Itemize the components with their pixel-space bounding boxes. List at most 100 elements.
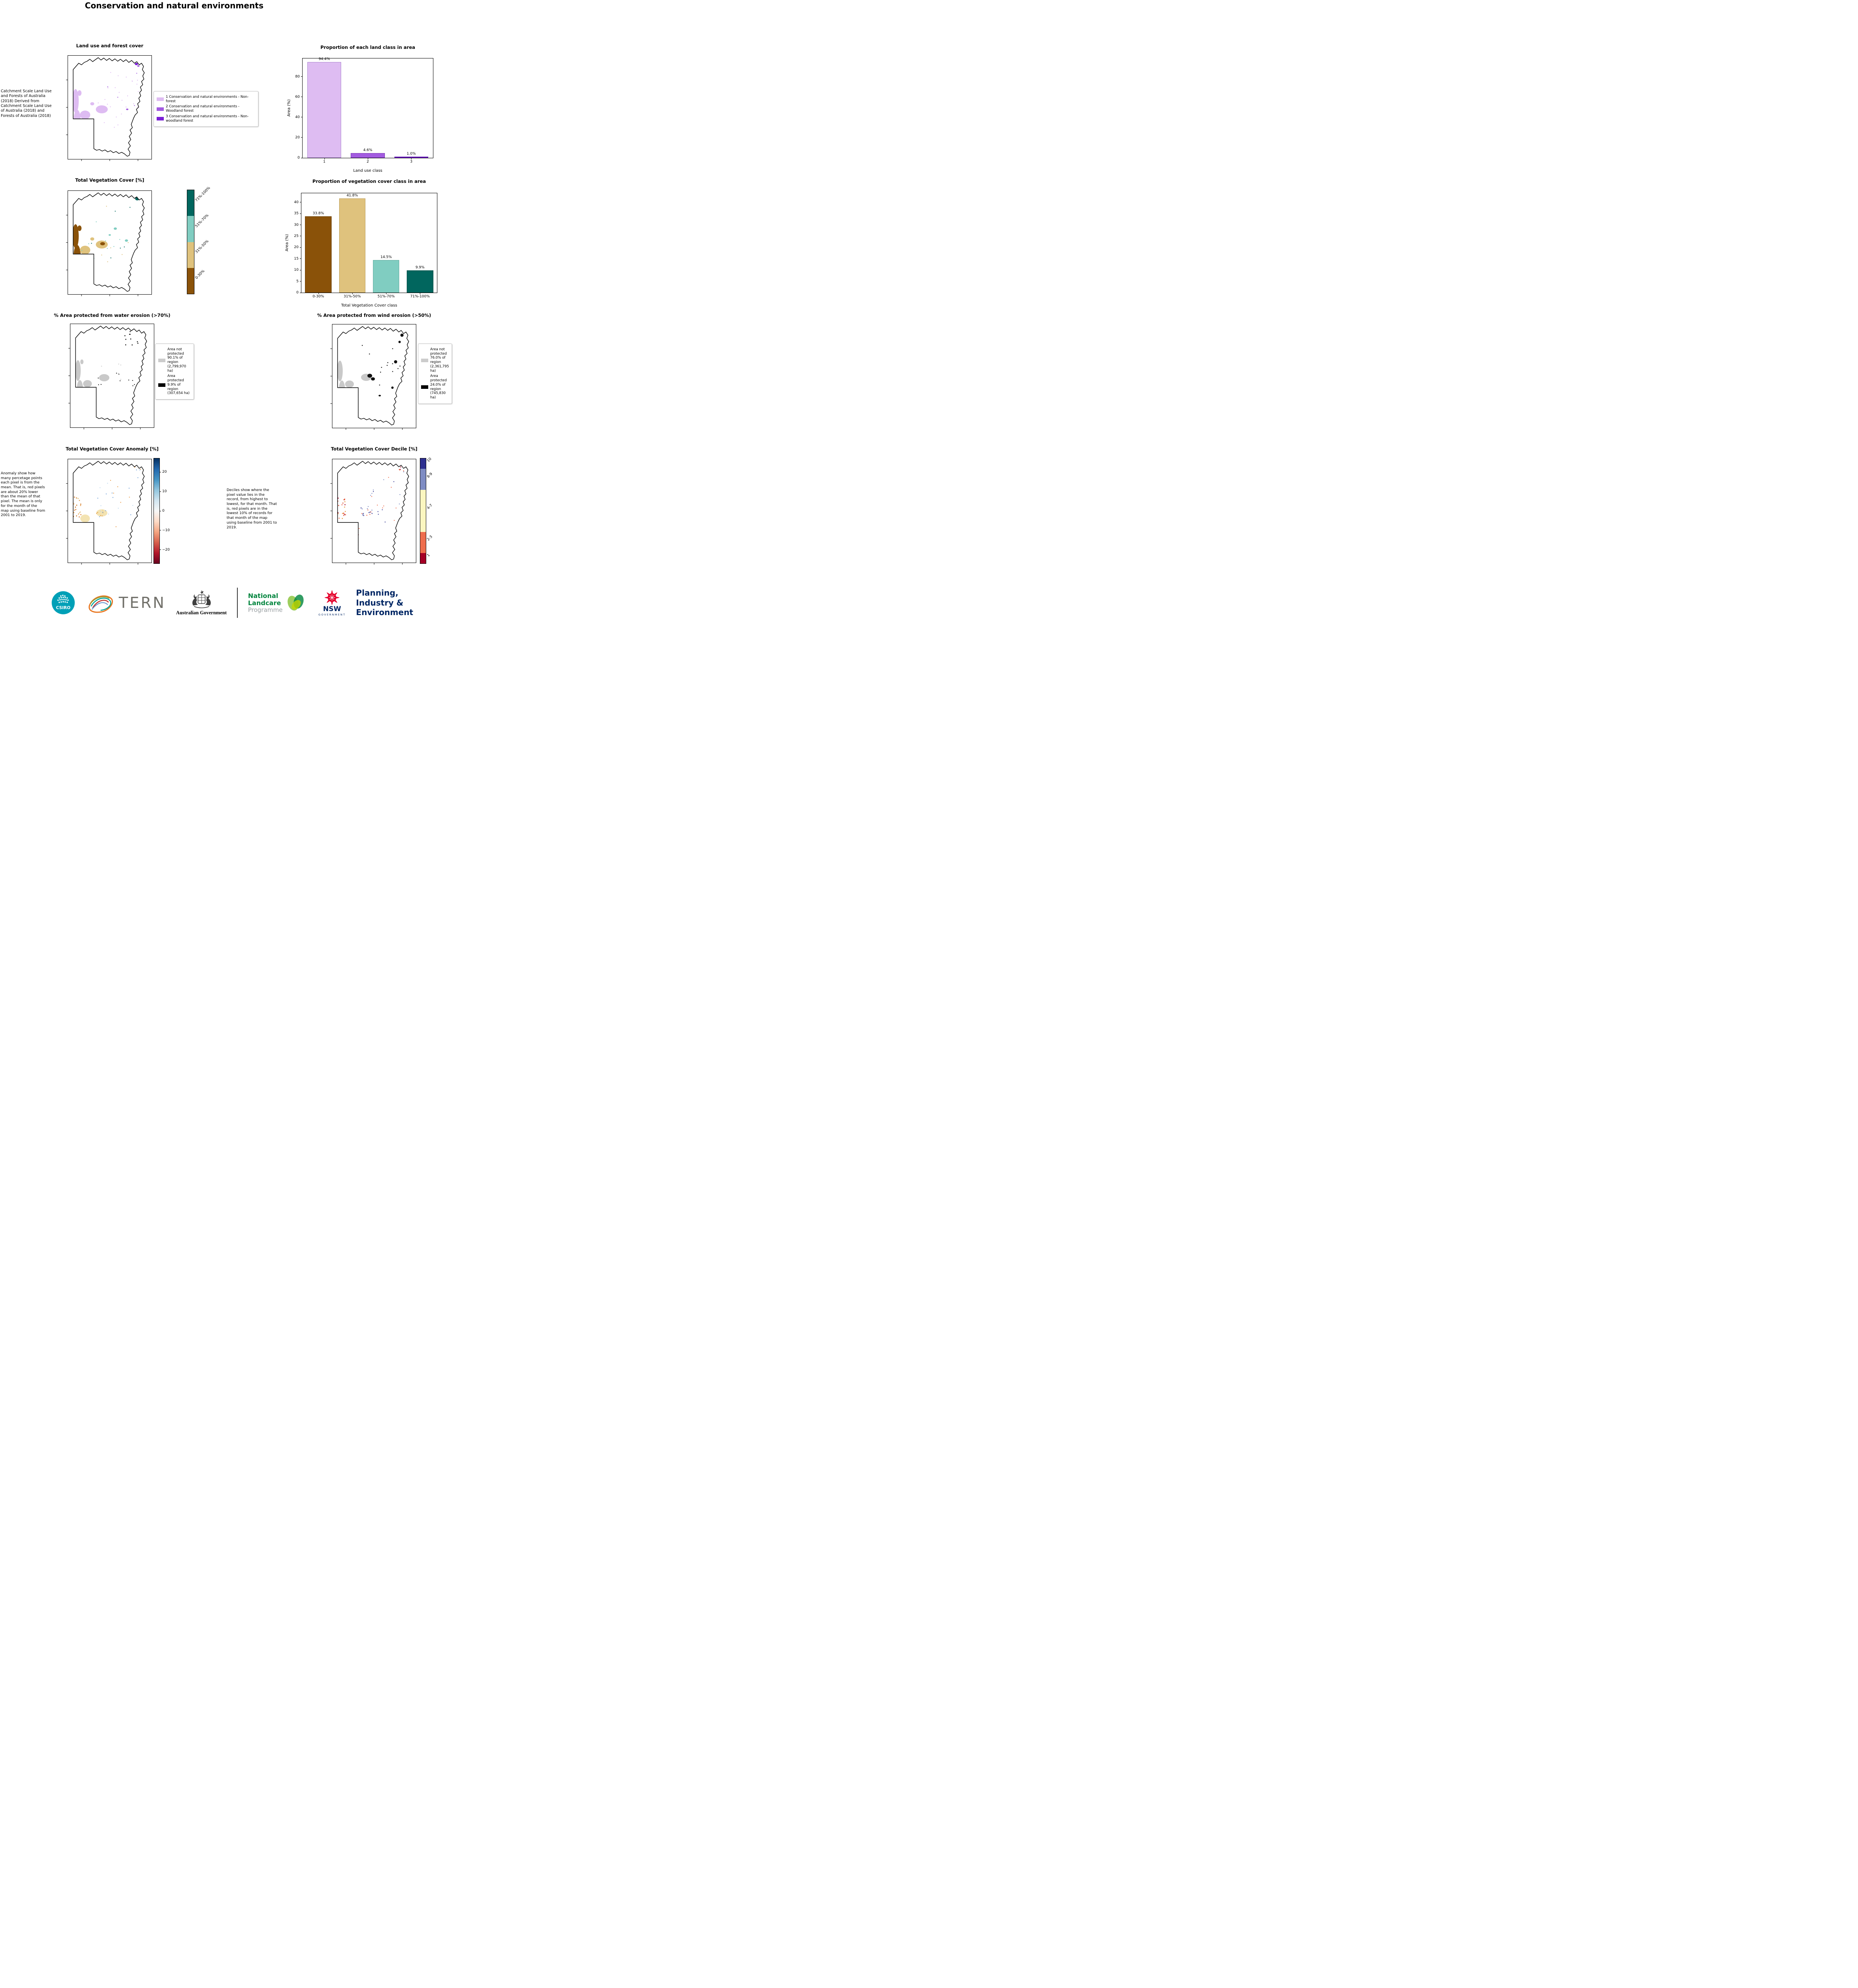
tern-scribble-icon: [88, 595, 113, 613]
y-tick-label: 30: [294, 223, 299, 227]
bar: [373, 260, 400, 293]
bar-value-label: 14.5%: [380, 255, 392, 259]
colorbar-segment: [187, 190, 194, 216]
map-axis-ticks: [330, 483, 403, 565]
decile-title: Total Vegetation Cover Decile [%]: [331, 446, 417, 452]
australian-government-crest-icon: [192, 590, 211, 608]
landcare-line1: National: [248, 592, 278, 600]
legend-item: 1 Conservation and natural environments …: [157, 95, 255, 103]
tern-label: TERN: [118, 594, 166, 612]
australian-government-label: Australian Government: [176, 610, 227, 615]
dpie-line2: Industry &: [356, 598, 404, 608]
vegclass-chart-title: Proportion of vegetation cover class in …: [312, 179, 426, 184]
y-tick-label: 15: [294, 256, 299, 261]
y-tick-label: 20: [295, 135, 300, 140]
landcare-leaves-icon: [287, 594, 304, 611]
y-tick-label: 40: [294, 200, 299, 204]
nsw-label: NSW: [323, 605, 341, 613]
x-tick-label: 1: [323, 160, 326, 164]
legend-label-not-protected: Area not protected 76.0% of region (2,36…: [430, 348, 449, 373]
x-tick-mark: [411, 158, 412, 159]
legend-item: 2 Conservation and natural environments …: [157, 105, 255, 113]
nsw-government-logo: NSW GOVERNMENT: [318, 589, 346, 616]
legend-swatch-protected: [421, 385, 428, 389]
x-tick-mark: [318, 293, 319, 294]
csiro-logo: CSIRO: [51, 591, 75, 614]
y-tick-label: 60: [295, 95, 300, 99]
legend-label-class1: 1 Conservation and natural environments …: [166, 95, 249, 103]
landcare-line2: Landcare: [248, 599, 281, 607]
x-tick-label: 3: [410, 160, 413, 164]
map-axis-ticks: [66, 215, 138, 296]
legend-swatch-class1: [157, 97, 164, 101]
map-axis-ticks: [66, 483, 138, 565]
colorbar-tick-mark: [159, 549, 161, 550]
anomaly-side-note: Anomaly show how many percetage points e…: [1, 472, 45, 518]
water-erosion-title: % Area protected from water erosion (>70…: [54, 313, 171, 318]
colorbar-segment: [187, 268, 194, 294]
anomaly-title: Total Vegetation Cover Anomaly [%]: [66, 446, 159, 452]
y-tick-mark: [301, 76, 303, 77]
y-tick-label: 20: [294, 245, 299, 250]
colorbar-segment: [420, 553, 426, 563]
x-tick-mark: [324, 158, 325, 159]
y-tick-mark: [300, 281, 301, 282]
wind-erosion-legend: Area not protected 76.0% of region (2,36…: [418, 344, 452, 404]
bar-value-label: 94.4%: [318, 57, 330, 62]
map-axis-ticks: [68, 348, 141, 429]
legend-swatch-not-protected: [421, 358, 428, 362]
map-axis-ticks: [330, 348, 403, 430]
colorbar-tick-label: 0: [162, 509, 165, 513]
legend-label-class3: 3 Conservation and natural environments …: [166, 114, 249, 123]
landuse-map: [66, 55, 152, 161]
bar: [339, 198, 366, 293]
x-tick-label: 0-30%: [313, 295, 324, 299]
colorbar-segment: [420, 490, 426, 532]
footer-logos: CSIRO TERN Aust: [0, 588, 464, 618]
landcare-logo: National Landcare Programme: [248, 591, 308, 614]
colorbar-segment-label: 1: [426, 553, 431, 558]
landcare-line3: Programme: [248, 606, 283, 613]
colorbar-tick-label: −20: [162, 547, 170, 552]
decile-colorbar: 10 8-9 4-7 2-3 1: [420, 457, 433, 564]
vegclass-chart: 0 5 10 15 20 25 30 35 40 33.8% 0-30% 41.8% 31%-50% 14…: [294, 193, 437, 299]
y-tick-mark: [300, 247, 301, 248]
anomaly-colorbar: 20 10 0 −10 −20: [153, 458, 170, 564]
bar-value-label: 4.6%: [363, 148, 373, 153]
bar: [351, 153, 385, 158]
colorbar-segment-label: 0-30%: [194, 269, 206, 280]
colorbar-segment-label: 71%-100%: [194, 186, 212, 203]
vegcover-map-title: Total Vegetation Cover [%]: [75, 177, 144, 183]
landclass-chart-title: Proportion of each land class in area: [320, 45, 415, 50]
x-tick-label: 2: [367, 160, 369, 164]
wind-erosion-title: % Area protected from wind erosion (>50%…: [317, 313, 431, 318]
y-tick-label: 80: [295, 74, 300, 79]
map-axis-ticks: [66, 80, 138, 161]
colorbar-segment-label: 2-3: [426, 535, 433, 542]
y-tick-label: 0: [296, 291, 299, 295]
bar-value-label: 1.0%: [406, 152, 416, 156]
colorbar-tick-label: 10: [162, 489, 167, 494]
landclass-chart: 0 20 40 60 80 94.4% 1 4.6% 2 1.0% 3: [295, 57, 433, 164]
water-erosion-legend: Area not protected 90.1% of region (2,79…: [155, 344, 194, 400]
csiro-label: CSIRO: [56, 606, 70, 610]
bar: [305, 216, 332, 293]
dpie-line3: Environment: [356, 608, 414, 617]
landuse-legend: 1 Conservation and natural environments …: [153, 91, 258, 127]
nsw-waratah-icon: [324, 590, 340, 606]
vegclass-chart-ylabel: Area (%): [285, 234, 289, 252]
colorbar-segment-label: 8-9: [426, 472, 433, 479]
colorbar-segment-label: 31%-50%: [194, 239, 210, 254]
y-tick-label: 5: [296, 279, 299, 283]
footer-divider: [237, 588, 238, 618]
landclass-chart-xlabel: Land use class: [353, 169, 382, 173]
y-tick-mark: [300, 258, 301, 259]
decile-map: [330, 459, 416, 565]
anomaly-map: [66, 459, 152, 565]
bar: [407, 270, 433, 293]
legend-label-class2: 2 Conservation and natural environments …: [166, 105, 240, 113]
legend-swatch-not-protected: [158, 358, 165, 362]
vegcover-colorbar: 71%-100% 51%-70% 31%-50% 0-30%: [187, 186, 211, 294]
x-tick-label: 51%-70%: [377, 295, 395, 299]
y-tick-label: 40: [295, 115, 300, 119]
